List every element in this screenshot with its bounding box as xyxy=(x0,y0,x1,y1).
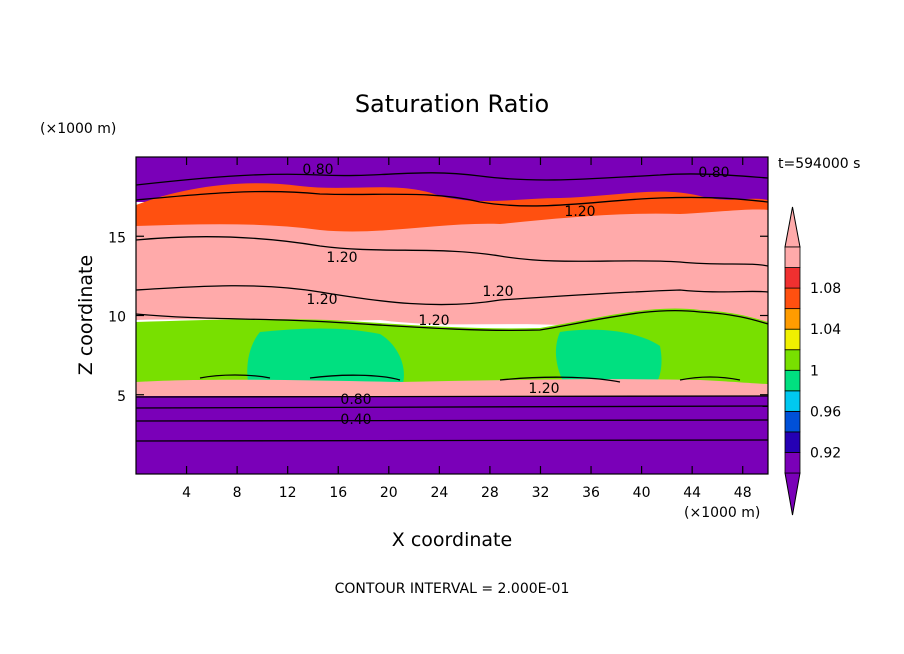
contour-label: 1.20 xyxy=(564,204,595,220)
x-tick-label: 24 xyxy=(430,485,448,501)
colorbar-label: 1.08 xyxy=(810,281,841,297)
colorbar: 0.92 0.96 1 1.04 1.08 xyxy=(784,206,841,516)
x-tick-label: 16 xyxy=(329,485,347,501)
y-unit-label: (×1000 m) xyxy=(40,121,116,137)
colorbar-top-arrow xyxy=(784,206,801,248)
x-axis: 4 8 12 16 20 24 28 32 36 40 44 48 xyxy=(182,157,752,501)
contour-label: 0.40 xyxy=(340,412,371,428)
colorbar-label: 1 xyxy=(810,363,819,379)
contour-label: 1.20 xyxy=(418,313,449,329)
colorbar-label: 0.92 xyxy=(810,445,841,461)
x-tick-label: 32 xyxy=(532,485,550,501)
lower-troposphere xyxy=(136,396,768,474)
x-tick-label: 44 xyxy=(683,485,701,501)
colorbar-swatch xyxy=(784,328,801,351)
x-tick-label: 36 xyxy=(582,485,600,501)
colorbar-swatch xyxy=(784,452,801,474)
colorbar-bottom-arrow xyxy=(784,472,801,516)
colorbar-swatch xyxy=(784,287,801,310)
colorbar-swatch xyxy=(784,390,801,412)
contour-label: 0.80 xyxy=(698,165,729,181)
contour-label: 1.20 xyxy=(326,250,357,266)
x-tick-label: 48 xyxy=(734,485,752,501)
contour-labels: 0.80 0.80 1.20 1.20 1.20 1.20 1.20 1.20 … xyxy=(302,162,729,428)
x-tick-label: 12 xyxy=(279,485,297,501)
x-tick-label: 40 xyxy=(633,485,651,501)
colorbar-swatch xyxy=(784,267,801,289)
x-tick-label: 8 xyxy=(233,485,242,501)
cirrus-layer xyxy=(136,209,768,330)
contour-interval-note: CONTOUR INTERVAL = 2.000E-01 xyxy=(335,581,570,597)
x-tick-label: 20 xyxy=(380,485,398,501)
plot-area xyxy=(136,157,768,474)
chart-title: Saturation Ratio xyxy=(355,90,549,118)
x-tick-label: 4 xyxy=(182,485,191,501)
y-axis-title: Z coordinate xyxy=(75,255,97,375)
time-label: t=594000 s xyxy=(778,156,860,172)
subsaturated-patch xyxy=(247,328,404,392)
x-axis-title: X coordinate xyxy=(392,529,512,551)
colorbar-swatch xyxy=(784,410,801,433)
contour-label: 1.20 xyxy=(482,284,513,300)
contour-lines xyxy=(136,172,768,442)
colorbar-label: 1.04 xyxy=(810,322,841,338)
colorbar-swatch xyxy=(784,308,801,330)
x-unit-label: (×1000 m) xyxy=(684,505,760,521)
colorbar-swatch xyxy=(784,349,801,371)
y-tick-label: 15 xyxy=(108,230,126,246)
contour-label: 1.20 xyxy=(306,292,337,308)
subsaturated-patch xyxy=(555,329,662,392)
colorbar-swatch xyxy=(784,246,801,268)
colorbar-swatch xyxy=(784,369,801,392)
colorbar-swatch xyxy=(784,431,801,453)
y-tick-label: 10 xyxy=(108,310,126,326)
contour-label: 1.20 xyxy=(528,381,559,397)
boundary-layer xyxy=(136,379,768,396)
contour-label: 0.80 xyxy=(302,162,333,178)
contour-label: 0.80 xyxy=(340,392,371,408)
y-tick-label: 5 xyxy=(117,389,126,405)
y-axis: 5 10 15 xyxy=(108,230,768,405)
x-tick-label: 28 xyxy=(481,485,499,501)
colorbar-label: 0.96 xyxy=(810,404,841,420)
